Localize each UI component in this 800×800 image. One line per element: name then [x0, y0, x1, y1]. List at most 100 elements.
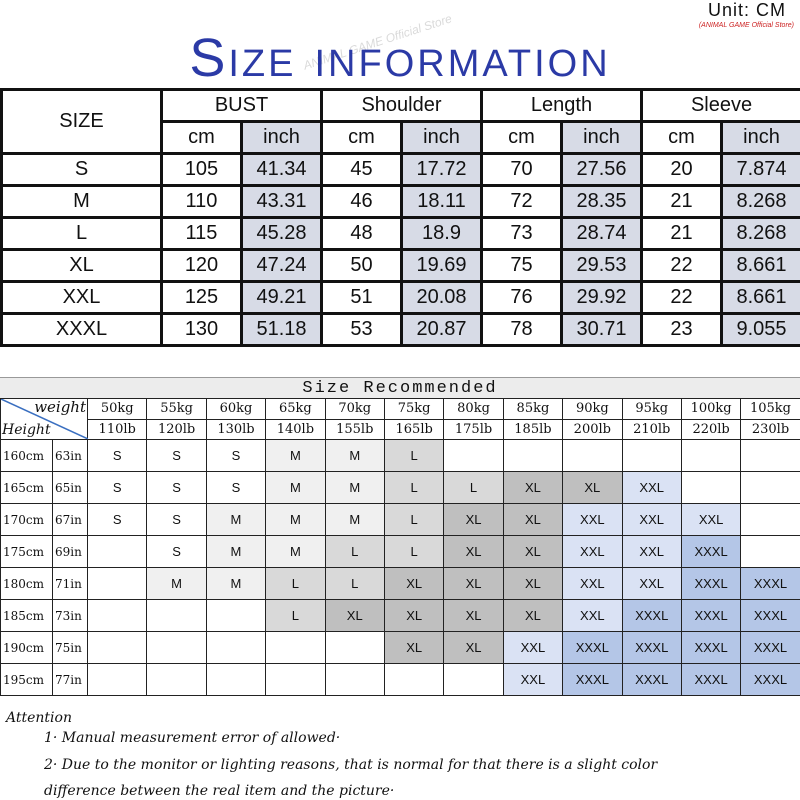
size-cell: XXXL	[680, 535, 742, 568]
size-cell: XL	[443, 535, 504, 568]
value-cell: 110	[160, 184, 243, 219]
size-cell: XL	[383, 599, 445, 632]
page-title: Size information	[189, 28, 611, 88]
unit-label: Unit: CM	[707, 0, 786, 20]
table-row: XXL 125 49.21 51 20.08 76 29.92 22 8.661	[0, 280, 800, 315]
size-cell: XL	[502, 599, 564, 632]
value-cell: 125	[160, 280, 243, 315]
table-row: L 115 45.28 48 18.9 73 28.74 21 8.268	[0, 216, 800, 251]
size-cell	[205, 663, 267, 696]
size-cell: XL	[0, 248, 163, 283]
size-cell: XXL	[621, 471, 682, 504]
size-cell: XXL	[502, 663, 564, 696]
size-cell: S	[146, 471, 207, 504]
weight-lb: 155lb	[324, 418, 385, 440]
height-row: 170cm 67in S S M M M L XL XL XXL XXL XXL	[0, 503, 800, 536]
size-cell: M	[205, 503, 267, 536]
size-cell: M	[0, 184, 163, 219]
size-cell: XXL	[562, 567, 623, 600]
value-cell: 73	[480, 216, 563, 251]
store-label: (ANIMAL GAME Official Store)	[698, 22, 794, 29]
value-cell: 19.69	[400, 248, 483, 283]
size-cell: XL	[383, 631, 445, 664]
size-cell: XXXL	[740, 599, 800, 632]
size-cell	[86, 631, 148, 664]
size-cell: M	[265, 439, 326, 472]
recommend-title: Size Recommended	[0, 377, 800, 399]
note-1: 1· Manual measurement error of allowed·	[44, 730, 341, 746]
weight-lb: 140lb	[265, 418, 326, 440]
height-row: 165cm 65in S S S M M L L XL XL XXL	[0, 471, 800, 504]
table-row: M 110 43.31 46 18.11 72 28.35 21 8.268	[0, 184, 800, 219]
value-cell: 8.661	[720, 280, 800, 315]
size-cell: XXL	[621, 503, 682, 536]
weight-kg: 100kg	[680, 398, 742, 420]
size-cell: XL	[502, 567, 564, 600]
size-cell	[740, 503, 800, 536]
size-cell	[324, 663, 385, 696]
size-cell: XXL	[562, 503, 623, 536]
weight-kg: 85kg	[502, 398, 564, 420]
value-cell: 48	[320, 216, 403, 251]
size-cell	[205, 631, 267, 664]
table-row: XL 120 47.24 50 19.69 75 29.53 22 8.661	[0, 248, 800, 283]
size-cell: XXL	[562, 599, 623, 632]
size-cell	[86, 535, 148, 568]
size-cell: S	[86, 503, 148, 536]
value-cell: 45.28	[240, 216, 323, 251]
group-header: Length	[479, 88, 644, 123]
value-cell: 51	[320, 280, 403, 315]
value-cell: 7.874	[720, 152, 800, 187]
weight-kg: 95kg	[621, 398, 682, 420]
size-cell: XXXL	[680, 631, 742, 664]
header-row: SIZE BUST Shoulder Length Sleeve	[0, 88, 800, 155]
size-cell	[680, 439, 742, 472]
value-cell: 53	[320, 312, 403, 347]
size-cell: XL	[443, 567, 504, 600]
value-cell: 46	[320, 184, 403, 219]
value-cell: 120	[160, 248, 243, 283]
value-cell: 72	[480, 184, 563, 219]
value-cell: 76	[480, 280, 563, 315]
height-cm: 190cm	[0, 631, 53, 664]
size-cell	[680, 471, 742, 504]
weight-kg: 105kg	[740, 398, 800, 420]
size-cell: L	[443, 471, 504, 504]
size-cell: XXL	[562, 535, 623, 568]
weight-kg: 80kg	[443, 398, 504, 420]
size-cell: XXXL	[740, 567, 800, 600]
size-cell: XXXL	[562, 663, 623, 696]
value-cell: 49.21	[240, 280, 323, 315]
height-in: 69in	[52, 535, 88, 568]
weight-lb: 220lb	[680, 418, 742, 440]
size-cell: XL	[443, 631, 504, 664]
corner-header: weight Height	[0, 398, 88, 440]
size-cell: M	[265, 471, 326, 504]
size-cell: XXXL	[621, 631, 682, 664]
size-cell: XL	[324, 599, 385, 632]
height-row: 195cm 77in XXL XXXL XXXL XXXL XXXL	[0, 663, 800, 696]
size-cell: L	[383, 439, 445, 472]
size-cell: XL	[383, 567, 445, 600]
height-row: 185cm 73in L XL XL XL XL XXL XXXL XXXL XXXL	[0, 599, 800, 632]
height-label: Height	[2, 422, 51, 438]
value-cell: 47.24	[240, 248, 323, 283]
size-cell: M	[205, 567, 267, 600]
table-row: XXXL 130 51.18 53 20.87 78 30.71 23 9.055	[0, 312, 800, 347]
unit-inch: inch	[240, 120, 323, 155]
unit-inch: inch	[559, 120, 644, 155]
value-cell: 50	[320, 248, 403, 283]
height-cm: 180cm	[0, 567, 53, 600]
size-cell: XL	[562, 471, 623, 504]
note-2: 2· Due to the monitor or lighting reason…	[44, 757, 658, 773]
value-cell: 23	[640, 312, 724, 347]
value-cell: 9.055	[720, 312, 800, 347]
weight-kg: 90kg	[562, 398, 623, 420]
size-cell	[265, 631, 326, 664]
size-cell	[562, 439, 623, 472]
height-in: 73in	[52, 599, 88, 632]
size-cell	[621, 439, 682, 472]
size-cell: XXXL	[562, 631, 623, 664]
group-header: BUST	[160, 88, 323, 123]
weight-kg-row: weight Height 50kg 55kg 60kg 65kg 70kg 75kg 80kg…	[0, 398, 800, 440]
